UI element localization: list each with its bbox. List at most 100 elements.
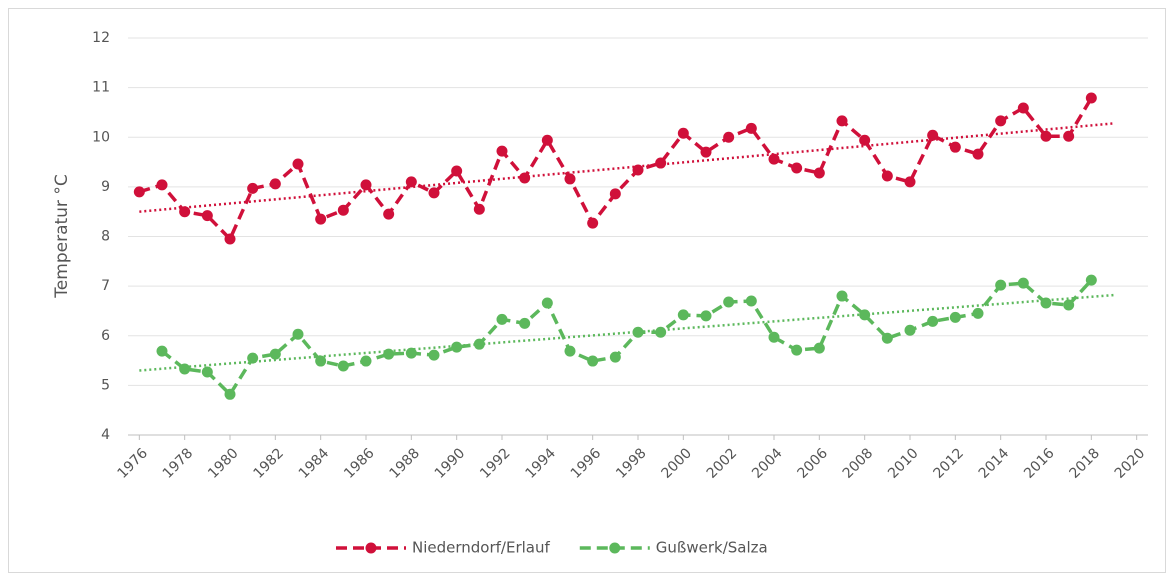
data-point: [655, 157, 667, 169]
data-point: [700, 146, 712, 158]
data-point: [201, 210, 213, 222]
data-point: [360, 355, 372, 367]
legend-marker: [365, 542, 377, 554]
y-tick-label: 8: [101, 229, 110, 245]
data-point: [972, 307, 984, 319]
data-point: [995, 115, 1007, 127]
data-point: [791, 344, 803, 356]
data-point: [881, 332, 893, 344]
data-point: [337, 360, 349, 372]
data-point: [179, 206, 191, 218]
data-point: [1017, 102, 1029, 114]
data-point: [972, 148, 984, 160]
y-tick-label: 12: [92, 30, 110, 46]
data-point: [1040, 130, 1052, 142]
data-point: [383, 208, 395, 220]
data-point: [405, 176, 417, 188]
data-point: [269, 348, 281, 360]
legend: Niederndorf/Erlauf Gußwerk/Salza: [336, 539, 768, 557]
data-point: [337, 204, 349, 216]
data-point: [813, 342, 825, 354]
data-point: [315, 355, 327, 367]
y-axis-label: Temperatur °C: [52, 174, 72, 298]
data-point: [632, 326, 644, 338]
data-point: [383, 348, 395, 360]
data-point: [927, 315, 939, 327]
data-point: [881, 170, 893, 182]
data-point: [1063, 130, 1075, 142]
data-point: [813, 167, 825, 179]
data-point: [156, 179, 168, 191]
data-point: [949, 311, 961, 323]
data-point: [473, 203, 485, 215]
data-point: [723, 296, 735, 308]
y-tick-label: 5: [101, 377, 110, 393]
data-point: [1040, 297, 1052, 309]
data-point: [247, 352, 259, 364]
data-point: [587, 217, 599, 229]
data-point: [632, 164, 644, 176]
y-tick-label: 10: [92, 129, 110, 145]
data-point: [473, 338, 485, 350]
data-point: [201, 366, 213, 378]
data-point: [745, 295, 757, 307]
data-point: [247, 182, 259, 194]
data-point: [949, 141, 961, 153]
data-point: [859, 134, 871, 146]
data-point: [904, 324, 916, 336]
data-point: [677, 309, 689, 321]
chart-frame: [8, 8, 1166, 573]
data-point: [156, 345, 168, 357]
data-point: [859, 309, 871, 321]
data-point: [768, 153, 780, 165]
data-point: [428, 349, 440, 361]
data-point: [995, 279, 1007, 291]
data-point: [836, 115, 848, 127]
data-point: [1085, 274, 1097, 286]
data-point: [1063, 299, 1075, 311]
data-point: [451, 341, 463, 353]
data-point: [655, 326, 667, 338]
y-tick-label: 7: [101, 278, 110, 294]
legend-marker: [609, 542, 621, 554]
y-tick-label: 9: [101, 179, 110, 195]
data-point: [564, 345, 576, 357]
data-point: [836, 290, 848, 302]
data-point: [700, 310, 712, 322]
legend-label: Gußwerk/Salza: [656, 539, 768, 557]
data-point: [496, 145, 508, 157]
data-point: [315, 213, 327, 225]
data-point: [269, 178, 281, 190]
data-point: [791, 162, 803, 174]
data-point: [564, 173, 576, 185]
data-point: [723, 131, 735, 143]
trend-line: [139, 122, 1115, 213]
data-point: [496, 313, 508, 325]
data-point: [1085, 92, 1097, 104]
data-point: [360, 179, 372, 191]
data-point: [292, 328, 304, 340]
data-point: [179, 363, 191, 375]
data-point: [609, 351, 621, 363]
data-point: [451, 165, 463, 177]
data-point: [1017, 277, 1029, 289]
series-line: [160, 278, 1093, 398]
data-point: [768, 331, 780, 343]
y-tick-label: 6: [101, 328, 110, 344]
data-point: [587, 355, 599, 367]
data-point: [224, 388, 236, 400]
y-tick-label: 4: [101, 427, 110, 443]
data-point: [292, 158, 304, 170]
data-point: [541, 134, 553, 146]
data-point: [405, 347, 417, 359]
data-point: [519, 317, 531, 329]
data-point: [541, 297, 553, 309]
data-point: [677, 127, 689, 139]
data-point: [519, 172, 531, 184]
data-point: [609, 188, 621, 200]
data-point: [224, 233, 236, 245]
data-point: [745, 122, 757, 134]
data-point: [133, 186, 145, 198]
legend-label: Niederndorf/Erlauf: [412, 539, 550, 557]
